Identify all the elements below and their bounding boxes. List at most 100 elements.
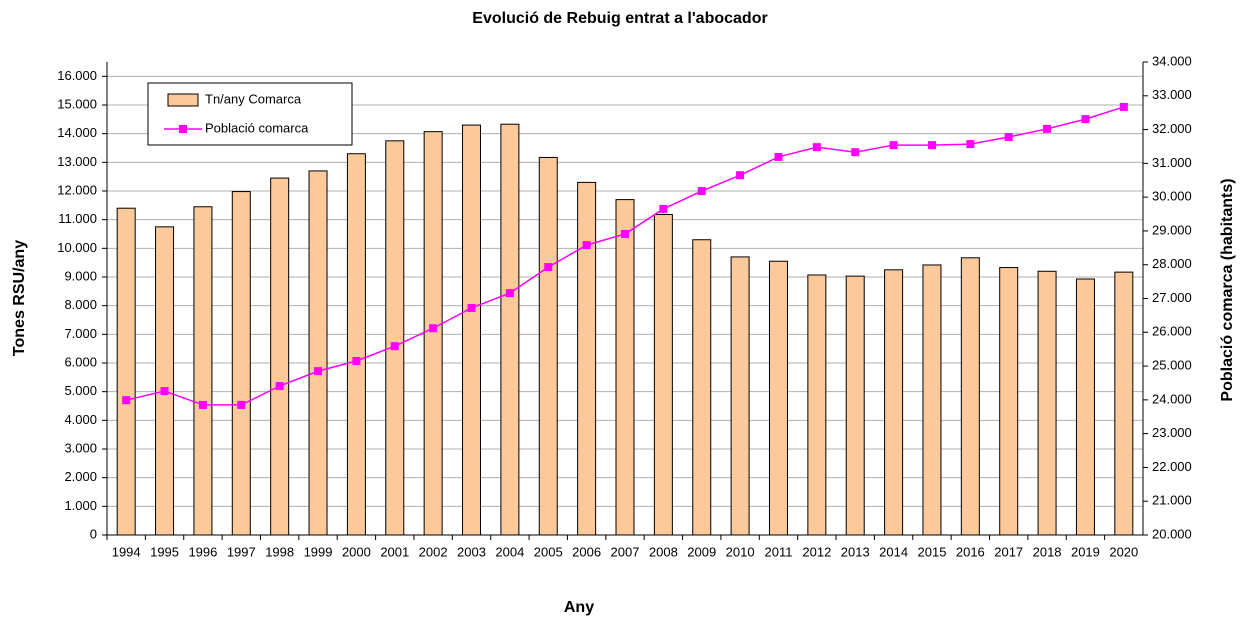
bar: [116, 207, 136, 536]
y-tick-label: 12.000: [57, 182, 97, 197]
y2-tick-label: 23.000: [1152, 425, 1192, 440]
bar: [308, 170, 328, 536]
x-tick-label: 1999: [304, 544, 333, 559]
marker: [198, 400, 207, 409]
legend-label: Població comarca: [205, 120, 309, 135]
x-tick-label: 1995: [150, 544, 179, 559]
x-tick-label: 2019: [1071, 544, 1100, 559]
chart-title: Evolució de Rebuig entrat a l'abocador: [472, 10, 767, 27]
marker: [237, 400, 246, 409]
x-tick-label: 2016: [956, 544, 985, 559]
bar: [423, 131, 443, 536]
marker: [505, 289, 514, 298]
marker: [812, 143, 821, 152]
x-tick-label: 2015: [918, 544, 947, 559]
legend-swatch: [167, 93, 199, 107]
bar: [845, 275, 865, 536]
bar: [155, 226, 175, 536]
y-tick-label: 0: [90, 526, 97, 541]
marker: [851, 148, 860, 157]
y-tick-label: 11.000: [58, 211, 97, 226]
legend-marker: [179, 125, 187, 133]
x-tick-label: 2010: [726, 544, 755, 559]
x-tick-label: 1996: [188, 544, 217, 559]
marker: [697, 187, 706, 196]
y2-tick-label: 21.000: [1152, 493, 1192, 508]
y-tick-label: 6.000: [64, 354, 97, 369]
y-tick-label: 10.000: [57, 240, 97, 255]
x-tick-label: 2014: [879, 544, 908, 559]
y2-tick-label: 22.000: [1152, 459, 1192, 474]
x-tick-label: 1994: [112, 544, 141, 559]
y2-tick-label: 27.000: [1152, 290, 1192, 305]
marker: [390, 342, 399, 351]
bar: [346, 153, 366, 536]
marker: [1081, 115, 1090, 124]
marker: [467, 303, 476, 312]
x-tick-label: 2018: [1033, 544, 1062, 559]
bar: [577, 181, 597, 536]
x-tick-label: 2000: [342, 544, 371, 559]
y-axis-label: Tones RSU/any: [11, 240, 28, 356]
bar: [500, 123, 520, 536]
legend-label: Tn/any Comarca: [205, 91, 302, 106]
bar: [615, 199, 635, 536]
y-tick-label: 16.000: [57, 68, 97, 83]
marker: [1119, 102, 1128, 111]
x-tick-label: 2008: [649, 544, 678, 559]
y-tick-label: 14.000: [57, 125, 97, 140]
bar: [692, 239, 712, 536]
y-tick-label: 9.000: [64, 268, 97, 283]
bar: [922, 264, 942, 536]
y-tick-label: 3.000: [64, 440, 97, 455]
bar: [1075, 278, 1095, 536]
x-tick-label: 2001: [380, 544, 409, 559]
x-tick-label: 2002: [419, 544, 448, 559]
x-tick-label: 2017: [994, 544, 1023, 559]
marker: [736, 171, 745, 180]
marker: [889, 141, 898, 150]
marker: [774, 152, 783, 161]
marker: [429, 324, 438, 333]
x-tick-label: 2006: [572, 544, 601, 559]
x-tick-label: 2020: [1109, 544, 1138, 559]
legend-box: [147, 82, 353, 146]
marker: [1004, 133, 1013, 142]
bar: [960, 257, 980, 536]
y-tick-label: 7.000: [64, 326, 97, 341]
y2-tick-label: 28.000: [1152, 256, 1192, 271]
y-tick-label: 5.000: [64, 383, 97, 398]
marker: [314, 367, 323, 376]
y2-tick-label: 20.000: [1152, 526, 1192, 541]
y2-axis-label: Població comarca (habitants): [1219, 178, 1236, 401]
bar: [270, 177, 290, 536]
y2-tick-label: 33.000: [1152, 87, 1192, 102]
marker: [927, 141, 936, 150]
y-tick-label: 2.000: [64, 469, 97, 484]
x-axis-label: Any: [564, 599, 594, 616]
bar: [193, 206, 213, 536]
marker: [275, 382, 284, 391]
x-tick-label: 1998: [265, 544, 294, 559]
bar: [231, 191, 251, 536]
bar: [462, 124, 482, 536]
x-tick-label: 2003: [457, 544, 486, 559]
marker: [1043, 124, 1052, 133]
y2-tick-label: 31.000: [1152, 155, 1192, 170]
y-tick-label: 1.000: [64, 498, 97, 513]
x-tick-label: 2009: [687, 544, 716, 559]
bar: [807, 274, 827, 536]
marker: [544, 263, 553, 272]
y-tick-label: 13.000: [57, 154, 97, 169]
marker: [160, 387, 169, 396]
bar: [730, 256, 750, 536]
bar: [884, 269, 904, 536]
bar: [768, 260, 788, 536]
x-tick-label: 2007: [611, 544, 640, 559]
y2-tick-label: 29.000: [1152, 222, 1192, 237]
marker: [659, 204, 668, 213]
y2-tick-label: 26.000: [1152, 324, 1192, 339]
y2-tick-label: 25.000: [1152, 358, 1192, 373]
